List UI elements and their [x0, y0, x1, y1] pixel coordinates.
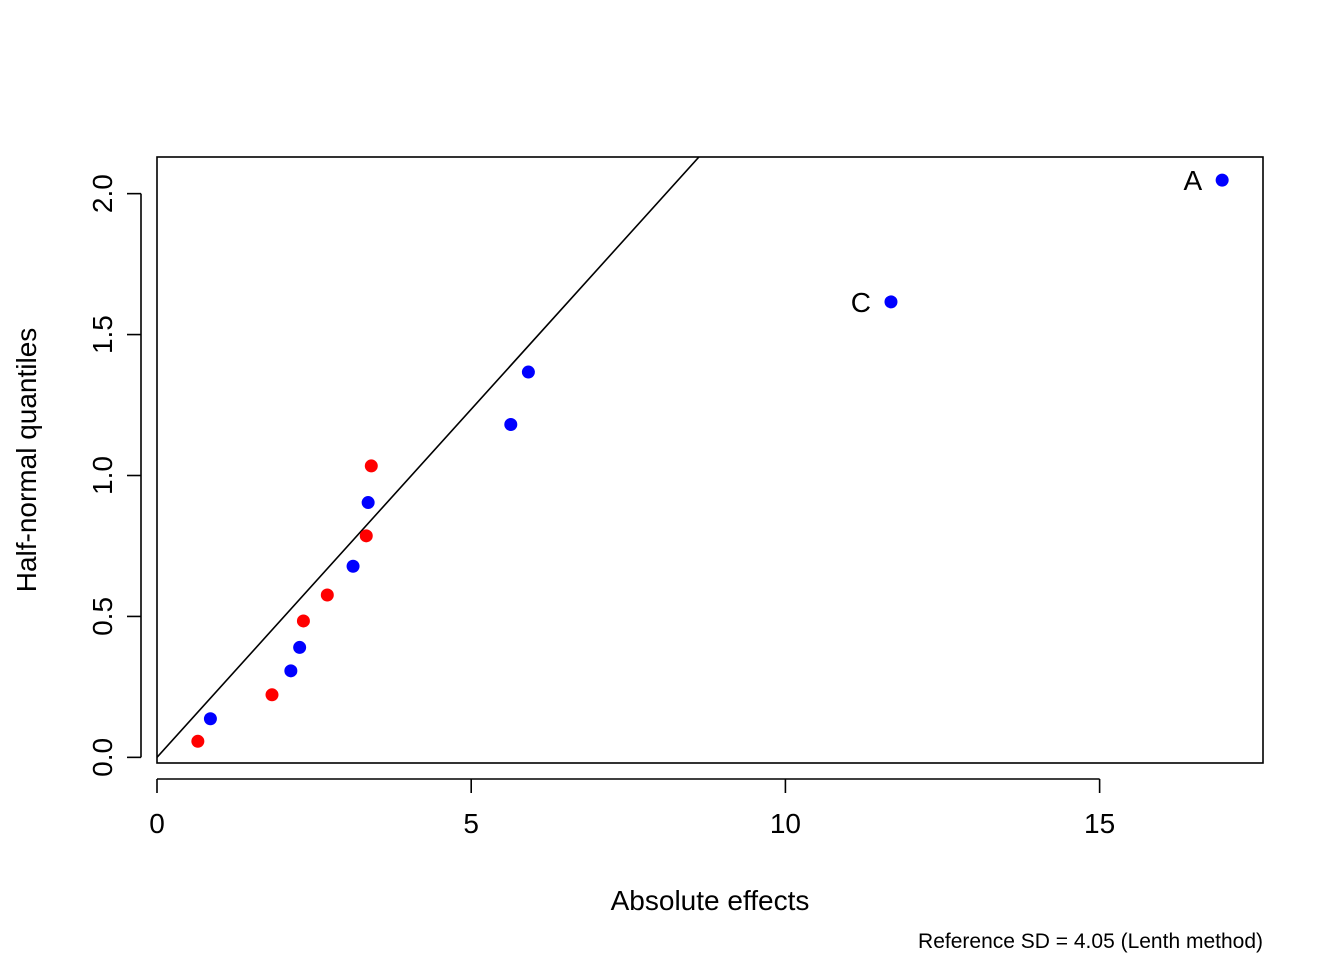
x-tick-label: 5 [463, 808, 479, 839]
data-point-blue [203, 712, 217, 726]
y-axis-title: Half-normal quantiles [11, 328, 42, 593]
x-tick-label: 15 [1084, 808, 1115, 839]
y-tick-label: 0.0 [87, 738, 118, 777]
data-point-blue [293, 640, 307, 654]
data-point-blue [346, 559, 360, 573]
x-axis-title: Absolute effects [611, 885, 810, 916]
data-point-blue [361, 496, 375, 510]
point-labels: AC [851, 165, 1203, 318]
data-point-red [364, 459, 378, 473]
data-point-blue [884, 295, 898, 309]
plot-area: AC [156, 156, 1264, 764]
data-point-blue [284, 664, 298, 678]
x-axis: 0 5 10 15 [149, 778, 1115, 839]
x-tick-label: 10 [770, 808, 801, 839]
point-label: C [851, 287, 871, 318]
data-point-red [359, 529, 373, 543]
y-tick-label: 2.0 [87, 174, 118, 213]
y-axis: 0.0 0.5 1.0 1.5 2.0 [87, 174, 142, 777]
data-point-red [296, 614, 310, 628]
y-tick-label: 0.5 [87, 597, 118, 636]
reference-sd-footnote: Reference SD = 4.05 (Lenth method) [918, 930, 1263, 953]
data-points [191, 173, 1229, 748]
reference-line-group [157, 157, 700, 758]
y-tick-label: 1.5 [87, 315, 118, 354]
data-point-blue [521, 365, 535, 379]
x-tick-label: 0 [149, 808, 165, 839]
y-tick-label: 1.0 [87, 456, 118, 495]
data-point-red [265, 688, 279, 702]
data-point-red [191, 734, 205, 748]
reference-line [157, 157, 700, 758]
data-point-red [320, 588, 334, 602]
plot-frame [156, 156, 1264, 764]
data-point-blue [504, 417, 518, 431]
point-label: A [1183, 165, 1202, 196]
data-point-blue [1215, 173, 1229, 187]
